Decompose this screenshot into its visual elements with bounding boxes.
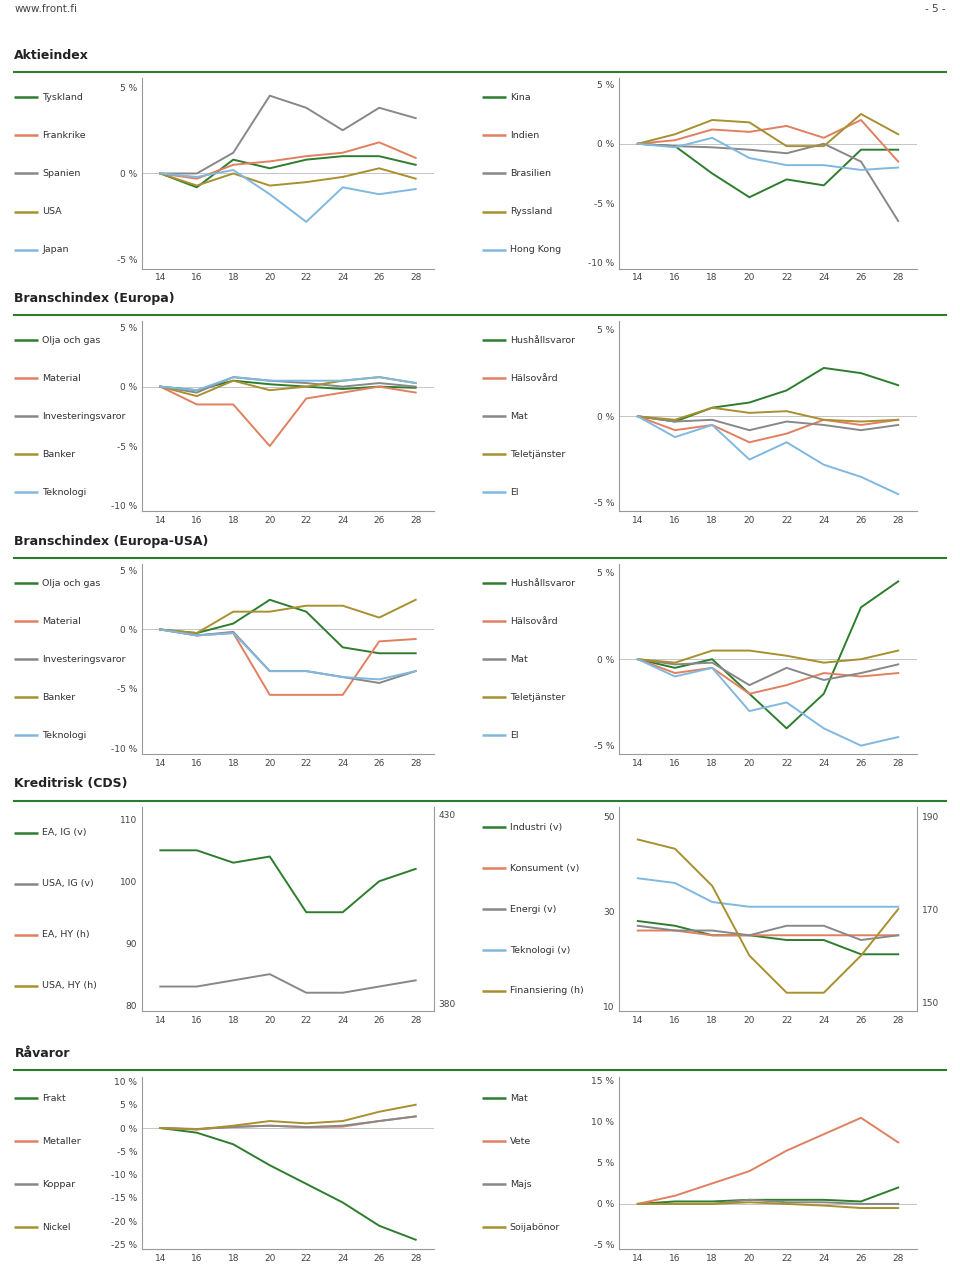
Text: Konsument (v): Konsument (v) bbox=[510, 864, 579, 873]
Text: Hälsovård: Hälsovård bbox=[510, 374, 558, 383]
Text: Olja och gas: Olja och gas bbox=[42, 335, 101, 344]
Text: USA, IG (v): USA, IG (v) bbox=[42, 879, 94, 888]
Text: Material: Material bbox=[42, 374, 81, 383]
Text: Frankrike: Frankrike bbox=[42, 131, 85, 140]
Text: El: El bbox=[510, 731, 518, 740]
Text: Finansiering (h): Finansiering (h) bbox=[510, 987, 584, 996]
Text: Mat: Mat bbox=[510, 654, 527, 664]
Text: Vete: Vete bbox=[510, 1137, 531, 1146]
Text: Japan: Japan bbox=[42, 245, 69, 254]
Text: Hushållsvaror: Hushållsvaror bbox=[510, 578, 575, 587]
Text: EA, IG (v): EA, IG (v) bbox=[42, 828, 86, 837]
Text: USA: USA bbox=[42, 207, 61, 216]
Text: Investeringsvaror: Investeringsvaror bbox=[42, 654, 126, 664]
Text: EA, HY (h): EA, HY (h) bbox=[42, 930, 90, 939]
Text: Indien: Indien bbox=[510, 131, 539, 140]
Text: Banker: Banker bbox=[42, 693, 76, 702]
Text: Koppar: Koppar bbox=[42, 1180, 76, 1189]
Text: USA, HY (h): USA, HY (h) bbox=[42, 982, 97, 991]
Text: Kina: Kina bbox=[510, 93, 530, 102]
Text: - 5 -: - 5 - bbox=[925, 4, 946, 14]
Text: Olja och gas: Olja och gas bbox=[42, 578, 101, 587]
Text: Mat: Mat bbox=[510, 1094, 527, 1103]
Text: Ryssland: Ryssland bbox=[510, 207, 552, 216]
Text: Teknologi: Teknologi bbox=[42, 488, 86, 497]
Text: Tyskland: Tyskland bbox=[42, 93, 84, 102]
Text: Teletjänster: Teletjänster bbox=[510, 693, 565, 702]
Text: El: El bbox=[510, 488, 518, 497]
Text: Brasilien: Brasilien bbox=[510, 168, 551, 179]
Text: Soijabönor: Soijabönor bbox=[510, 1223, 560, 1232]
Text: Industri (v): Industri (v) bbox=[510, 822, 562, 831]
Text: Teknologi: Teknologi bbox=[42, 731, 86, 740]
Text: www.front.fi: www.front.fi bbox=[14, 4, 78, 14]
Text: Branschindex (Europa): Branschindex (Europa) bbox=[14, 292, 175, 305]
Text: Kreditrisk (CDS): Kreditrisk (CDS) bbox=[14, 777, 128, 790]
Text: Hälsovård: Hälsovård bbox=[510, 617, 558, 626]
Text: Teletjänster: Teletjänster bbox=[510, 450, 565, 459]
Text: Metaller: Metaller bbox=[42, 1137, 81, 1146]
Text: Material: Material bbox=[42, 617, 81, 626]
Text: Hong Kong: Hong Kong bbox=[510, 245, 561, 254]
Text: Energi (v): Energi (v) bbox=[510, 905, 556, 914]
Text: Råvaror: Råvaror bbox=[14, 1047, 70, 1060]
Text: Banker: Banker bbox=[42, 450, 76, 459]
Text: Majs: Majs bbox=[510, 1180, 532, 1189]
Text: Branschindex (Europa-USA): Branschindex (Europa-USA) bbox=[14, 535, 208, 547]
Text: Mat: Mat bbox=[510, 411, 527, 421]
Text: Spanien: Spanien bbox=[42, 168, 81, 179]
Text: Aktieindex: Aktieindex bbox=[14, 49, 89, 62]
Text: Frakt: Frakt bbox=[42, 1094, 66, 1103]
Text: Teknologi (v): Teknologi (v) bbox=[510, 946, 570, 955]
Text: Hushållsvaror: Hushållsvaror bbox=[510, 335, 575, 344]
Text: Nickel: Nickel bbox=[42, 1223, 71, 1232]
Text: Investeringsvaror: Investeringsvaror bbox=[42, 411, 126, 421]
